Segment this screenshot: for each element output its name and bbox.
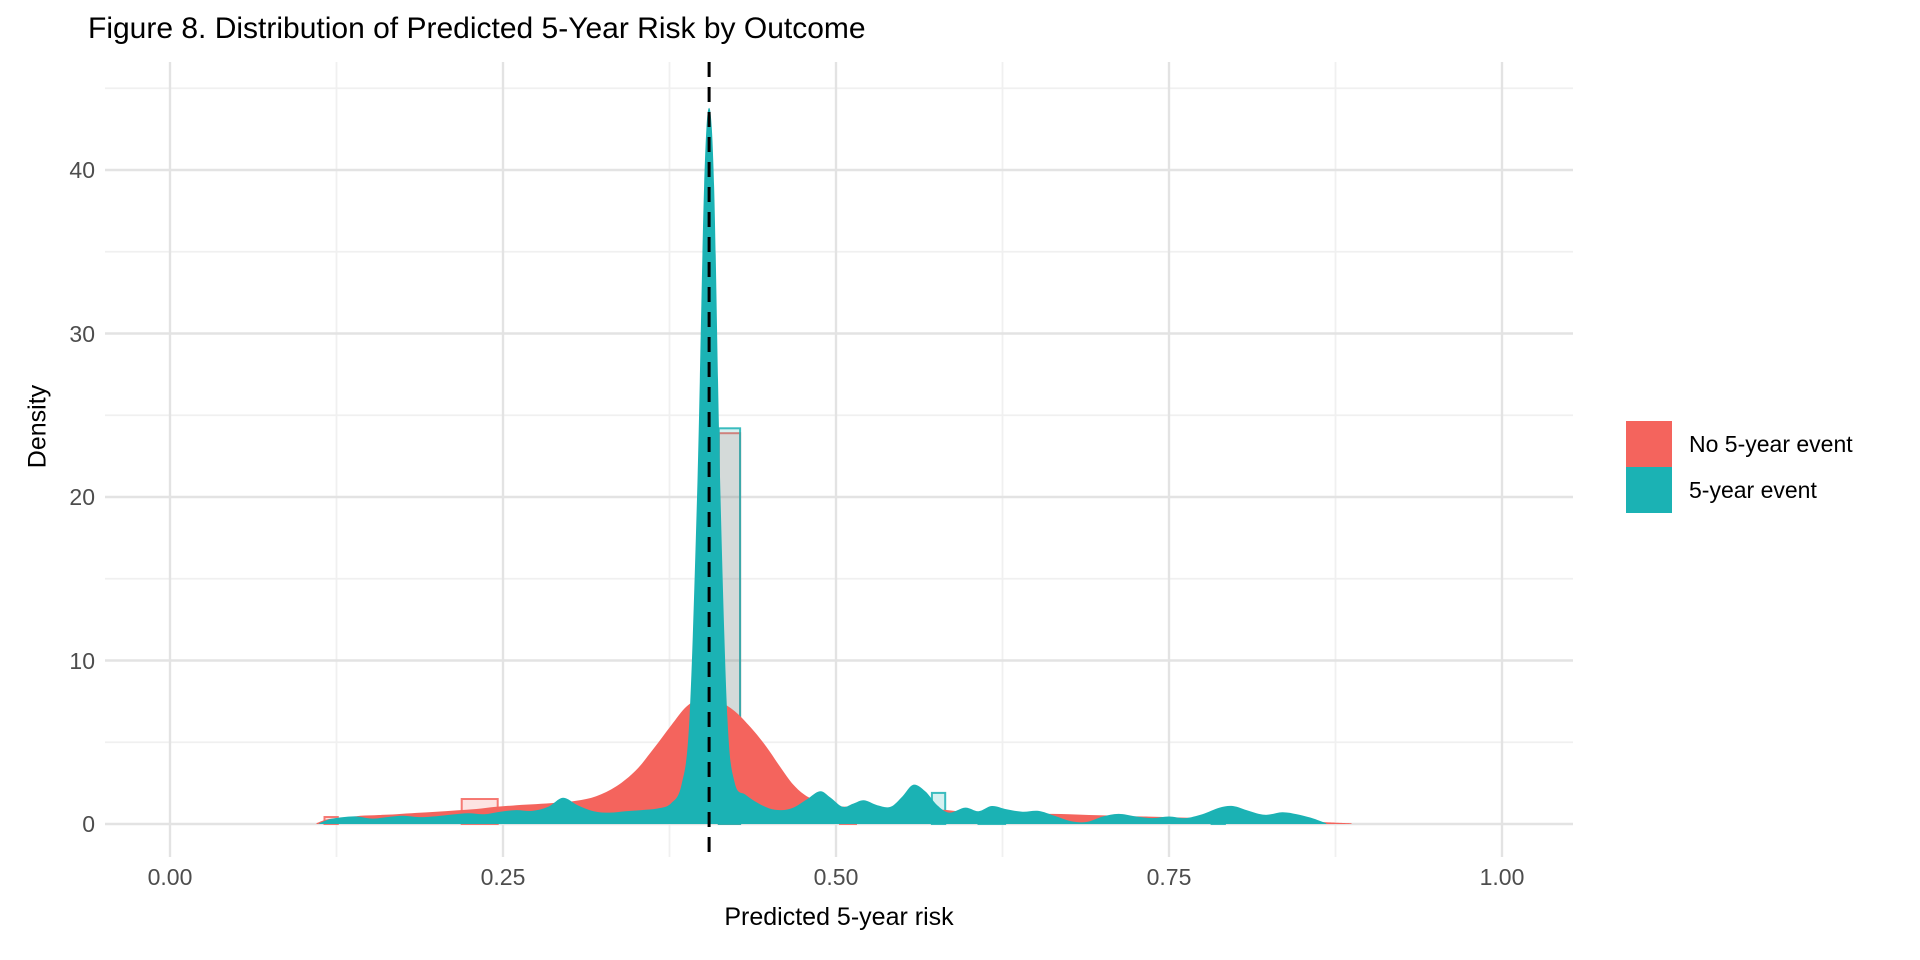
legend-label-no-event: No 5-year event bbox=[1689, 430, 1853, 457]
y-tick-label: 20 bbox=[69, 484, 95, 510]
y-tick-label: 30 bbox=[69, 320, 95, 347]
legend: No 5-year event 5-year event bbox=[1626, 421, 1853, 513]
y-axis-title: Density bbox=[23, 384, 52, 469]
x-tick-label: 1.00 bbox=[1479, 864, 1525, 890]
x-tick-label: 0.25 bbox=[480, 864, 526, 890]
figure-title: Figure 8. Distribution of Predicted 5-Ye… bbox=[88, 12, 866, 45]
x-axis-title: Predicted 5-year risk bbox=[724, 903, 954, 931]
x-tick-label: 0.75 bbox=[1146, 864, 1192, 890]
y-tick-label: 40 bbox=[69, 157, 95, 183]
plot-panel bbox=[105, 62, 1573, 862]
legend-swatch-event bbox=[1626, 467, 1672, 513]
legend-swatch-no-event bbox=[1626, 421, 1672, 467]
y-tick-label: 0 bbox=[82, 811, 95, 837]
legend-entry-no-event: No 5-year event bbox=[1626, 421, 1853, 467]
x-tick-label: 0.00 bbox=[147, 864, 193, 890]
x-tick-label: 0.50 bbox=[813, 864, 859, 890]
legend-entry-event: 5-year event bbox=[1626, 467, 1853, 513]
y-tick-label: 10 bbox=[69, 647, 95, 674]
legend-label-event: 5-year event bbox=[1689, 476, 1817, 503]
